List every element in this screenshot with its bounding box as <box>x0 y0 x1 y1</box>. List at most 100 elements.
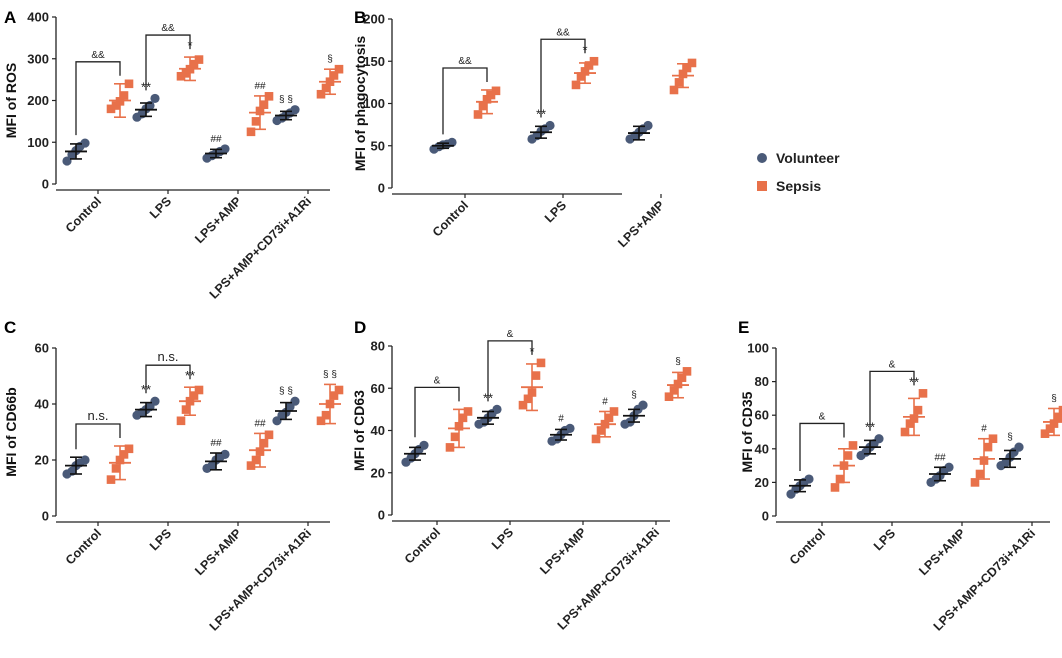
y-tick-label: 60 <box>371 381 385 396</box>
data-point <box>124 444 134 454</box>
data-point <box>329 391 339 400</box>
data-point <box>220 449 230 459</box>
data-point <box>80 455 90 465</box>
data-point <box>321 410 331 420</box>
data-point <box>804 474 814 484</box>
data-point <box>290 396 300 406</box>
data-point <box>334 64 344 74</box>
data-point <box>682 367 692 376</box>
y-tick-label: 20 <box>35 453 49 468</box>
y-tick-label: 400 <box>27 10 49 25</box>
significance-bracket <box>145 34 191 91</box>
significance-bracket <box>487 340 533 402</box>
data-point <box>246 461 256 470</box>
data-point <box>848 441 858 450</box>
data-point <box>664 392 674 401</box>
x-tick-label: LPS+AMP <box>916 526 968 578</box>
data-point <box>545 120 555 131</box>
series-sepsis <box>473 56 697 119</box>
y-tick-label: 0 <box>378 181 385 196</box>
data-point <box>290 105 300 115</box>
data-point <box>604 413 614 423</box>
series-volunteer <box>62 93 300 166</box>
data-point <box>119 450 129 459</box>
panel-e: E 0 20 40 60 80 100 MFI of CD35 Control LPS LPS+AM… <box>738 318 1062 634</box>
data-point <box>176 416 186 426</box>
data-point <box>609 407 619 416</box>
y-axis-title: MFI of CD35 <box>739 391 755 472</box>
data-point <box>264 92 274 101</box>
data-point <box>571 80 581 90</box>
data-point <box>447 137 457 147</box>
legend-marker-sepsis <box>757 181 767 191</box>
significance-label: && <box>91 50 105 61</box>
significance-label: ## <box>210 134 222 145</box>
data-point <box>259 100 269 109</box>
significance-bracket <box>75 61 121 136</box>
data-point <box>589 56 599 66</box>
x-tick-label: LPS+AMP <box>192 194 244 246</box>
data-point <box>80 138 90 148</box>
panel-a: A 0 100 200 300 400 MFI of ROS Control LPS LPS+AM… <box>3 8 344 302</box>
significance-label: * <box>582 42 587 57</box>
y-tick-label: 80 <box>755 374 769 389</box>
significance-label: ## <box>934 452 946 463</box>
data-point <box>181 405 191 414</box>
x-tick-label: LPS+AMP <box>615 198 667 250</box>
significance-label: && <box>458 56 472 67</box>
data-point <box>251 117 261 126</box>
x-tick-label: Control <box>63 194 104 235</box>
legend-label-volunteer: Volunteer <box>776 150 840 166</box>
data-point <box>843 451 853 460</box>
y-axis-title: MFI of ROS <box>3 63 19 138</box>
significance-label: && <box>556 27 570 38</box>
significance-label: * <box>187 38 192 53</box>
data-point <box>905 419 915 428</box>
data-point <box>669 85 679 95</box>
data-point <box>944 462 954 472</box>
series-volunteer <box>62 396 300 479</box>
significance-label: n.s. <box>88 408 109 423</box>
series-volunteer <box>429 120 653 154</box>
significance-bracket <box>145 364 191 394</box>
x-tick-label: LPS <box>147 194 174 221</box>
significance-label: * <box>529 344 534 359</box>
significance-label: # <box>558 413 564 424</box>
panel-letter: B <box>354 8 366 27</box>
significance-label: ** <box>865 420 875 435</box>
data-point <box>246 127 256 137</box>
significance-label: § <box>1007 432 1013 443</box>
data-point <box>189 391 199 400</box>
x-tick-label: LPS <box>147 526 174 553</box>
x-tick-label: LPS <box>489 525 516 552</box>
panel-letter: E <box>738 318 749 337</box>
legend-label-sepsis: Sepsis <box>776 178 821 194</box>
data-point <box>458 413 468 423</box>
y-tick-label: 100 <box>747 341 769 356</box>
y-tick-label: 100 <box>27 135 49 150</box>
x-tick-label: LPS+AMP <box>537 525 589 577</box>
significance-bracket <box>869 370 915 431</box>
data-point <box>1053 412 1062 422</box>
x-tick-label: Control <box>787 526 828 567</box>
data-point <box>596 426 606 435</box>
y-tick-label: 40 <box>371 423 385 438</box>
data-point <box>321 83 331 93</box>
significance-bracket <box>414 386 460 438</box>
data-point <box>518 400 528 410</box>
series-sepsis <box>830 389 1062 492</box>
data-point <box>918 389 928 398</box>
significance-label: ** <box>141 79 151 94</box>
y-tick-label: 150 <box>363 54 385 69</box>
significance-bracket <box>442 67 488 135</box>
data-point <box>682 63 692 73</box>
significance-bracket <box>540 38 586 118</box>
data-point <box>419 440 429 450</box>
data-point <box>669 386 679 395</box>
data-point <box>478 101 488 111</box>
significance-label: & <box>434 375 441 386</box>
data-point <box>531 371 541 380</box>
